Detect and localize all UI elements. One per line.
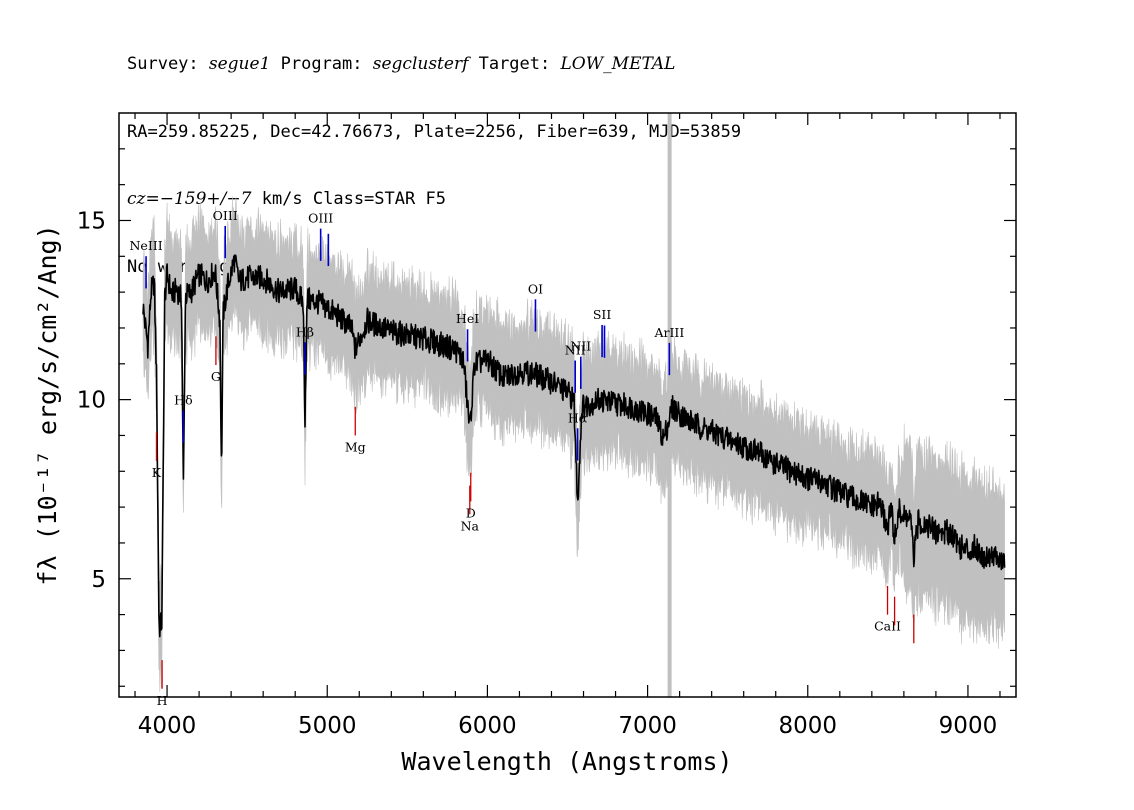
x-axis-title: Wavelength (Angstroms) xyxy=(401,747,732,776)
program-name: segclusterf xyxy=(372,54,469,74)
axis-ticks: 4000 5000 6000 7000 8000 9000 5 10 15 xyxy=(77,113,1016,739)
marker-ariii-7136-label: ArIII xyxy=(653,325,684,340)
y-tick-label-5: 5 xyxy=(91,567,106,593)
header-line-survey: Survey: segue1 Program: segclusterf Targ… xyxy=(127,53,741,76)
target-name: LOW_METAL xyxy=(560,54,676,74)
x-tick-label-4000: 4000 xyxy=(138,713,197,739)
marker-hei-5876-label: HeI xyxy=(456,311,479,326)
marker-nii-6548-label: NII xyxy=(565,343,586,358)
header-line-redshift: cz=−159+/−7 km/s Class=STAR F5 xyxy=(127,188,741,211)
x-tick-label-5000: 5000 xyxy=(298,713,357,739)
plot-frame xyxy=(118,112,1017,698)
x-tick-label-6000: 6000 xyxy=(458,713,517,739)
marker-h-4861-label: Hβ xyxy=(296,324,314,339)
cz-prefix: cz= xyxy=(127,189,160,209)
error-band xyxy=(142,196,1005,693)
marker-na-5890-label: Na xyxy=(461,518,480,533)
marker-oi-6300-label: OI xyxy=(528,281,543,296)
cz-class: km/s Class=STAR F5 xyxy=(251,189,446,209)
target-prefix: Target: xyxy=(468,54,561,74)
marker-k-3934-label: K xyxy=(152,465,162,480)
marker-d-5896-label: D xyxy=(466,505,476,520)
y-tick-label-15: 15 xyxy=(77,208,106,234)
marker-h-4102-label: Hδ xyxy=(174,392,192,407)
error-band-area xyxy=(142,196,1005,693)
marker-oiii-4959-label: OIII xyxy=(308,211,333,226)
marker-nii-6583-label: NII xyxy=(570,339,591,354)
marker-caii-8498-label: CaII xyxy=(874,619,901,634)
line-markers: NeIII Hδ OIII Hβ OIII HeI OI NII Hα NII SII ArIII K H… xyxy=(129,208,915,708)
marker-sii-6716-label: SII xyxy=(593,307,612,322)
marker-g-4305-label: G xyxy=(211,369,221,384)
marker-neiii-3869-label: NeIII xyxy=(129,238,162,253)
program-prefix: Program: xyxy=(270,54,373,74)
y-tick-label-10: 10 xyxy=(77,388,106,414)
marker-h-6563-label: Hα xyxy=(568,410,588,425)
survey-name: segue1 xyxy=(208,54,271,74)
flux-line xyxy=(142,254,1006,638)
survey-prefix: Survey: xyxy=(127,54,209,74)
y-axis-title: fλ (10⁻¹⁷ erg/s/cm²/Ang) xyxy=(33,224,62,585)
x-tick-label-9000: 9000 xyxy=(939,713,998,739)
flux-series xyxy=(142,254,1006,638)
spectrum-header: Survey: segue1 Program: segclusterf Targ… xyxy=(127,8,741,301)
header-line-coordinates: RA=259.85225, Dec=42.76673, Plate=2256, … xyxy=(127,121,742,142)
marker-h-3969-label: H xyxy=(157,693,168,708)
x-tick-label-8000: 8000 xyxy=(778,713,837,739)
marker-mg-5175-label: Mg xyxy=(345,439,366,454)
cz-value: −159+/−7 xyxy=(159,189,252,209)
x-tick-label-7000: 7000 xyxy=(618,713,677,739)
marker-oiii-4363-label: OIII xyxy=(213,208,238,223)
